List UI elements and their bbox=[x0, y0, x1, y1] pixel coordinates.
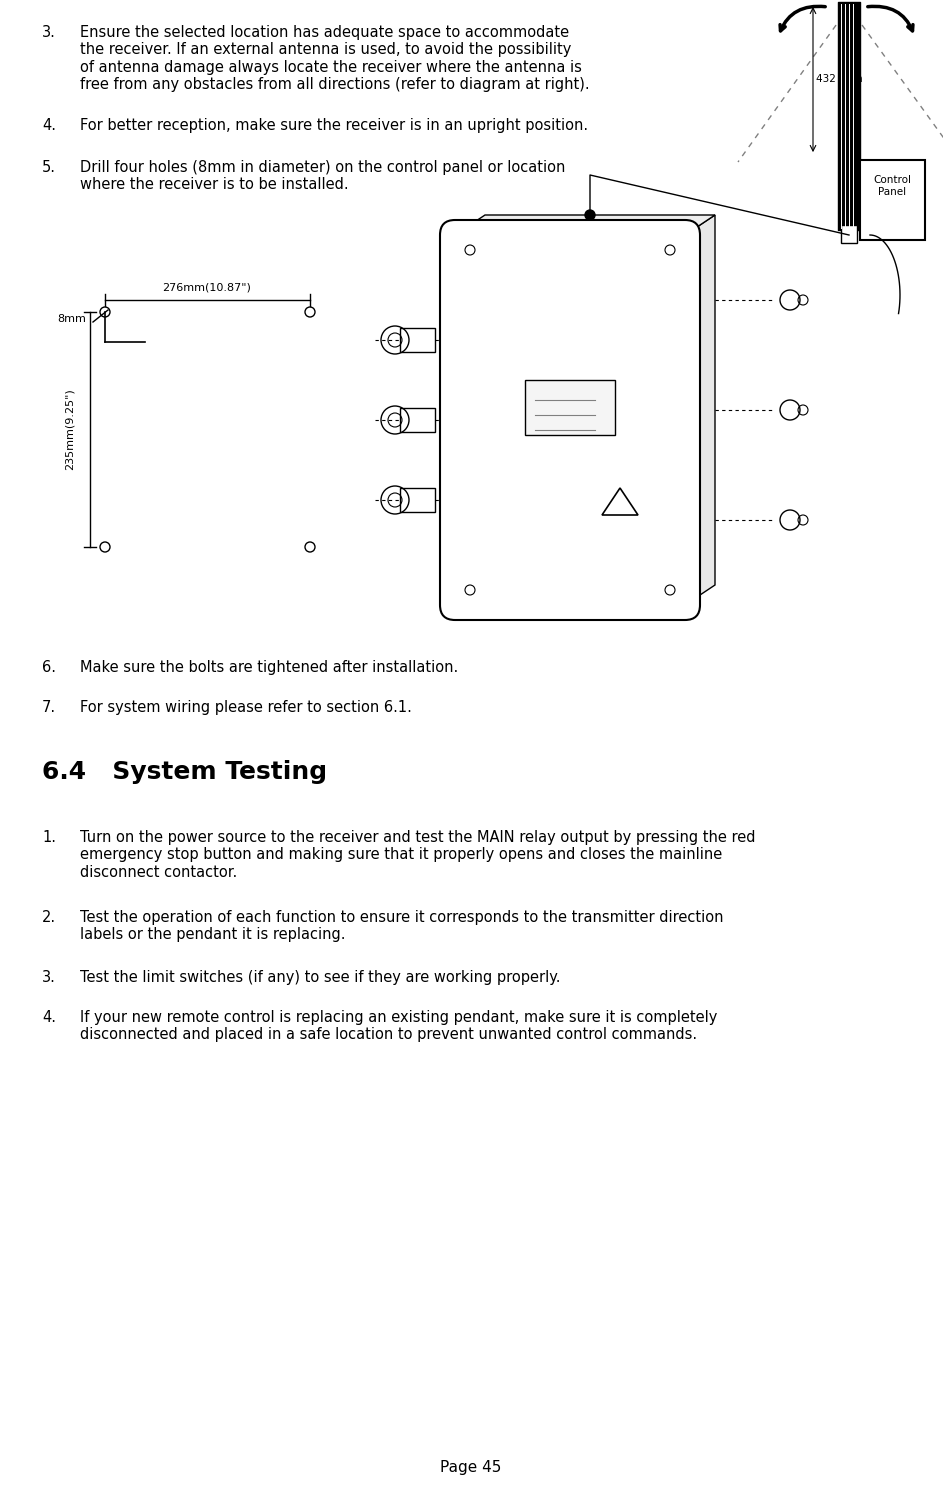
Text: Drill four holes (8mm in diameter) on the control panel or location
where the re: Drill four holes (8mm in diameter) on th… bbox=[80, 159, 566, 192]
Text: 6.4   System Testing: 6.4 System Testing bbox=[42, 759, 327, 785]
Bar bbox=[400, 488, 435, 512]
Text: 3.: 3. bbox=[42, 25, 56, 40]
Text: 1.: 1. bbox=[42, 829, 56, 844]
Text: Turn on the power source to the receiver and test the MAIN relay output by press: Turn on the power source to the receiver… bbox=[80, 829, 755, 880]
Polygon shape bbox=[685, 214, 715, 605]
Bar bbox=[400, 328, 435, 351]
Text: 235mm(9.25"): 235mm(9.25") bbox=[65, 389, 75, 471]
Text: 4.: 4. bbox=[42, 118, 56, 133]
Text: Test the limit switches (if any) to see if they are working properly.: Test the limit switches (if any) to see … bbox=[80, 969, 560, 986]
Text: Make sure the bolts are tightened after installation.: Make sure the bolts are tightened after … bbox=[80, 660, 458, 675]
Text: 276mm(10.87"): 276mm(10.87") bbox=[162, 281, 252, 292]
Bar bbox=[860, 159, 925, 240]
Text: Control
Panel: Control Panel bbox=[873, 176, 911, 197]
Text: 4.: 4. bbox=[42, 1010, 56, 1024]
Polygon shape bbox=[455, 214, 715, 235]
Text: 3.: 3. bbox=[42, 969, 56, 986]
Circle shape bbox=[585, 210, 595, 220]
Text: For better reception, make sure the receiver is in an upright position.: For better reception, make sure the rece… bbox=[80, 118, 588, 133]
Text: Test the operation of each function to ensure it corresponds to the transmitter : Test the operation of each function to e… bbox=[80, 910, 723, 943]
Text: 8mm: 8mm bbox=[57, 314, 86, 325]
Text: If your new remote control is replacing an existing pendant, make sure it is com: If your new remote control is replacing … bbox=[80, 1010, 718, 1042]
Text: Ensure the selected location has adequate space to accommodate
the receiver. If : Ensure the selected location has adequat… bbox=[80, 25, 589, 92]
Bar bbox=[525, 380, 615, 435]
Text: Page 45: Page 45 bbox=[440, 1461, 502, 1476]
Text: 2.: 2. bbox=[42, 910, 57, 925]
Text: For system wiring please refer to section 6.1.: For system wiring please refer to sectio… bbox=[80, 700, 412, 715]
Text: 7.: 7. bbox=[42, 700, 57, 715]
Bar bbox=[400, 408, 435, 432]
Bar bbox=[841, 225, 857, 243]
Text: 6.: 6. bbox=[42, 660, 56, 675]
Text: 5.: 5. bbox=[42, 159, 56, 176]
FancyBboxPatch shape bbox=[440, 220, 700, 619]
Polygon shape bbox=[602, 488, 638, 515]
Text: 432  mm: 432 mm bbox=[816, 74, 863, 83]
Text: !: ! bbox=[618, 505, 622, 515]
